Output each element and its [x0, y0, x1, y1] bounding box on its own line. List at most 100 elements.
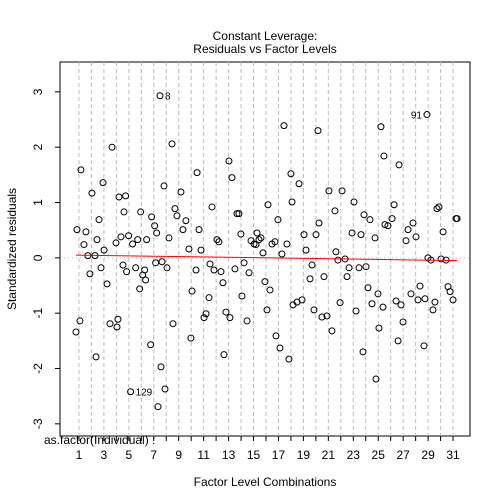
y-tick-label: 0 — [31, 254, 45, 261]
point — [352, 307, 360, 315]
point — [73, 226, 81, 234]
point — [82, 228, 90, 236]
point — [331, 207, 339, 215]
point — [360, 211, 368, 219]
point — [238, 292, 246, 300]
point — [374, 290, 382, 298]
point — [399, 318, 407, 326]
point — [210, 266, 218, 274]
x-tick-label: 9 — [175, 448, 182, 462]
point — [420, 342, 428, 350]
point — [377, 123, 385, 131]
point — [271, 238, 279, 246]
x-tick-label: 7 — [150, 448, 157, 462]
point-label: 129 — [136, 388, 153, 399]
y-tick-label: -3 — [31, 418, 45, 429]
point — [285, 355, 293, 363]
chart-title: Constant Leverage: — [213, 29, 318, 43]
point — [338, 187, 346, 195]
point — [259, 249, 267, 257]
point — [136, 285, 144, 293]
point — [283, 240, 291, 248]
point — [165, 234, 173, 242]
factor-label: as.factor(Individual) : — [44, 433, 155, 447]
point — [92, 353, 100, 361]
point — [192, 266, 200, 274]
point — [137, 208, 145, 216]
point — [257, 234, 265, 242]
point — [314, 127, 322, 135]
point — [298, 296, 306, 304]
point — [200, 314, 208, 322]
point — [160, 182, 168, 190]
point — [308, 261, 316, 269]
point — [108, 143, 116, 151]
point — [437, 255, 445, 263]
y-tick-label: 1 — [31, 199, 45, 206]
point — [278, 250, 286, 258]
point — [421, 295, 429, 303]
point — [272, 332, 280, 340]
point — [154, 403, 162, 411]
point — [407, 290, 415, 298]
point — [142, 276, 150, 284]
point — [431, 298, 439, 306]
point — [86, 270, 94, 278]
point — [336, 299, 344, 307]
point — [453, 215, 461, 223]
point — [152, 259, 160, 267]
point — [345, 264, 353, 272]
point-label: 8 — [165, 92, 171, 103]
y-tick-label: -2 — [31, 363, 45, 374]
x-axis-label: Factor Level Combinations — [194, 475, 337, 489]
point — [120, 208, 128, 216]
point — [147, 341, 155, 349]
y-axis-label: Standardized residuals — [5, 188, 19, 310]
point — [148, 213, 156, 221]
point — [125, 232, 133, 240]
point — [312, 231, 320, 239]
point — [72, 328, 80, 336]
point — [206, 260, 214, 268]
point — [93, 236, 101, 244]
point — [306, 275, 314, 283]
point — [119, 261, 127, 269]
x-tick-label: 21 — [322, 448, 336, 462]
point — [394, 337, 402, 345]
point — [416, 282, 424, 290]
point-label: 91 — [411, 111, 423, 122]
point — [334, 256, 342, 264]
point — [343, 273, 351, 281]
point — [122, 192, 130, 200]
point — [157, 363, 165, 371]
point — [357, 231, 365, 239]
point — [433, 205, 441, 213]
point — [348, 229, 356, 237]
point — [179, 226, 187, 234]
point — [384, 222, 392, 230]
point — [253, 229, 261, 237]
point — [202, 310, 210, 318]
point — [213, 236, 221, 244]
point — [219, 279, 227, 287]
x-tick-label: 31 — [446, 448, 460, 462]
point — [332, 248, 340, 256]
point — [392, 297, 400, 305]
point — [364, 284, 372, 292]
point — [114, 315, 122, 323]
point — [371, 234, 379, 242]
point — [355, 264, 363, 272]
point — [245, 269, 253, 277]
point — [168, 140, 176, 148]
point — [132, 264, 140, 272]
point — [156, 92, 164, 100]
point — [187, 334, 195, 342]
point — [113, 323, 121, 331]
point — [390, 201, 398, 209]
point — [106, 320, 114, 328]
point — [217, 268, 225, 276]
point — [163, 264, 171, 272]
point — [215, 238, 223, 246]
point — [263, 306, 271, 314]
point — [112, 239, 120, 247]
